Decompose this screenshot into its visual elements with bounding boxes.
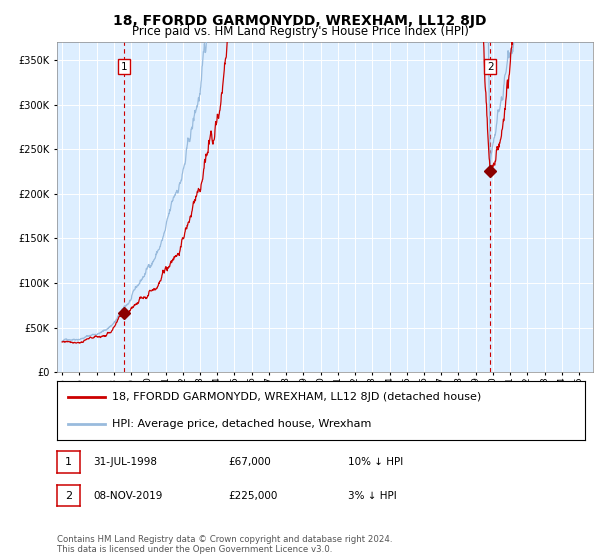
- Text: 1: 1: [121, 62, 127, 72]
- Text: £67,000: £67,000: [228, 457, 271, 467]
- Text: Price paid vs. HM Land Registry's House Price Index (HPI): Price paid vs. HM Land Registry's House …: [131, 25, 469, 38]
- Text: 08-NOV-2019: 08-NOV-2019: [93, 491, 163, 501]
- Text: 3% ↓ HPI: 3% ↓ HPI: [348, 491, 397, 501]
- Text: Contains HM Land Registry data © Crown copyright and database right 2024.
This d: Contains HM Land Registry data © Crown c…: [57, 535, 392, 554]
- Text: 2: 2: [65, 491, 72, 501]
- Text: 2: 2: [487, 62, 494, 72]
- Text: 31-JUL-1998: 31-JUL-1998: [93, 457, 157, 467]
- Text: HPI: Average price, detached house, Wrexham: HPI: Average price, detached house, Wrex…: [112, 419, 372, 429]
- Text: £225,000: £225,000: [228, 491, 277, 501]
- Text: 10% ↓ HPI: 10% ↓ HPI: [348, 457, 403, 467]
- Text: 18, FFORDD GARMONYDD, WREXHAM, LL12 8JD: 18, FFORDD GARMONYDD, WREXHAM, LL12 8JD: [113, 14, 487, 28]
- Text: 1: 1: [65, 457, 72, 467]
- Text: 18, FFORDD GARMONYDD, WREXHAM, LL12 8JD (detached house): 18, FFORDD GARMONYDD, WREXHAM, LL12 8JD …: [112, 391, 482, 402]
